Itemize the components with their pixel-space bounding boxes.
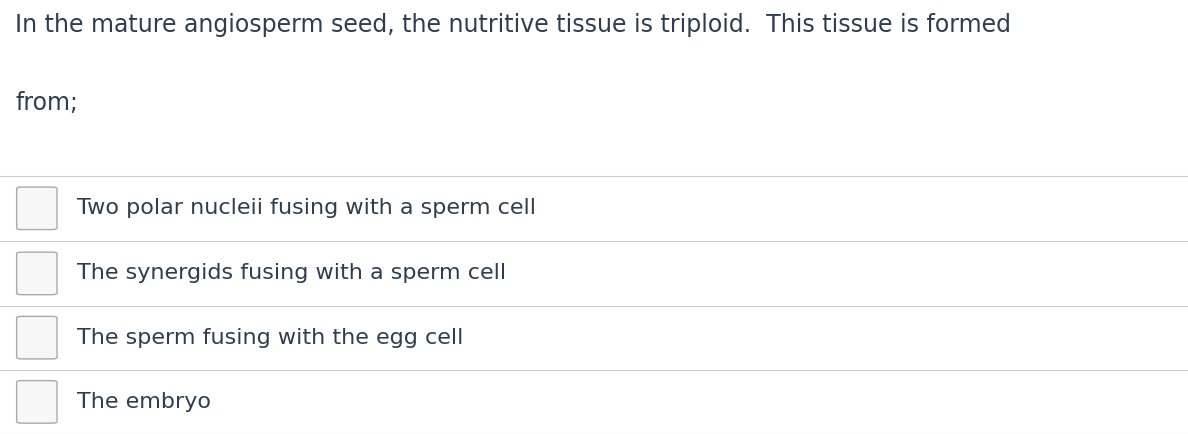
Text: The sperm fusing with the egg cell: The sperm fusing with the egg cell (77, 328, 463, 348)
Text: The embryo: The embryo (77, 392, 211, 412)
FancyBboxPatch shape (17, 187, 57, 230)
Text: Two polar nucleii fusing with a sperm cell: Two polar nucleii fusing with a sperm ce… (77, 198, 536, 218)
Text: The synergids fusing with a sperm cell: The synergids fusing with a sperm cell (77, 263, 506, 283)
FancyBboxPatch shape (17, 252, 57, 295)
Text: from;: from; (15, 91, 78, 115)
FancyBboxPatch shape (17, 316, 57, 359)
FancyBboxPatch shape (17, 381, 57, 423)
Text: In the mature angiosperm seed, the nutritive tissue is triploid.  This tissue is: In the mature angiosperm seed, the nutri… (15, 13, 1011, 37)
